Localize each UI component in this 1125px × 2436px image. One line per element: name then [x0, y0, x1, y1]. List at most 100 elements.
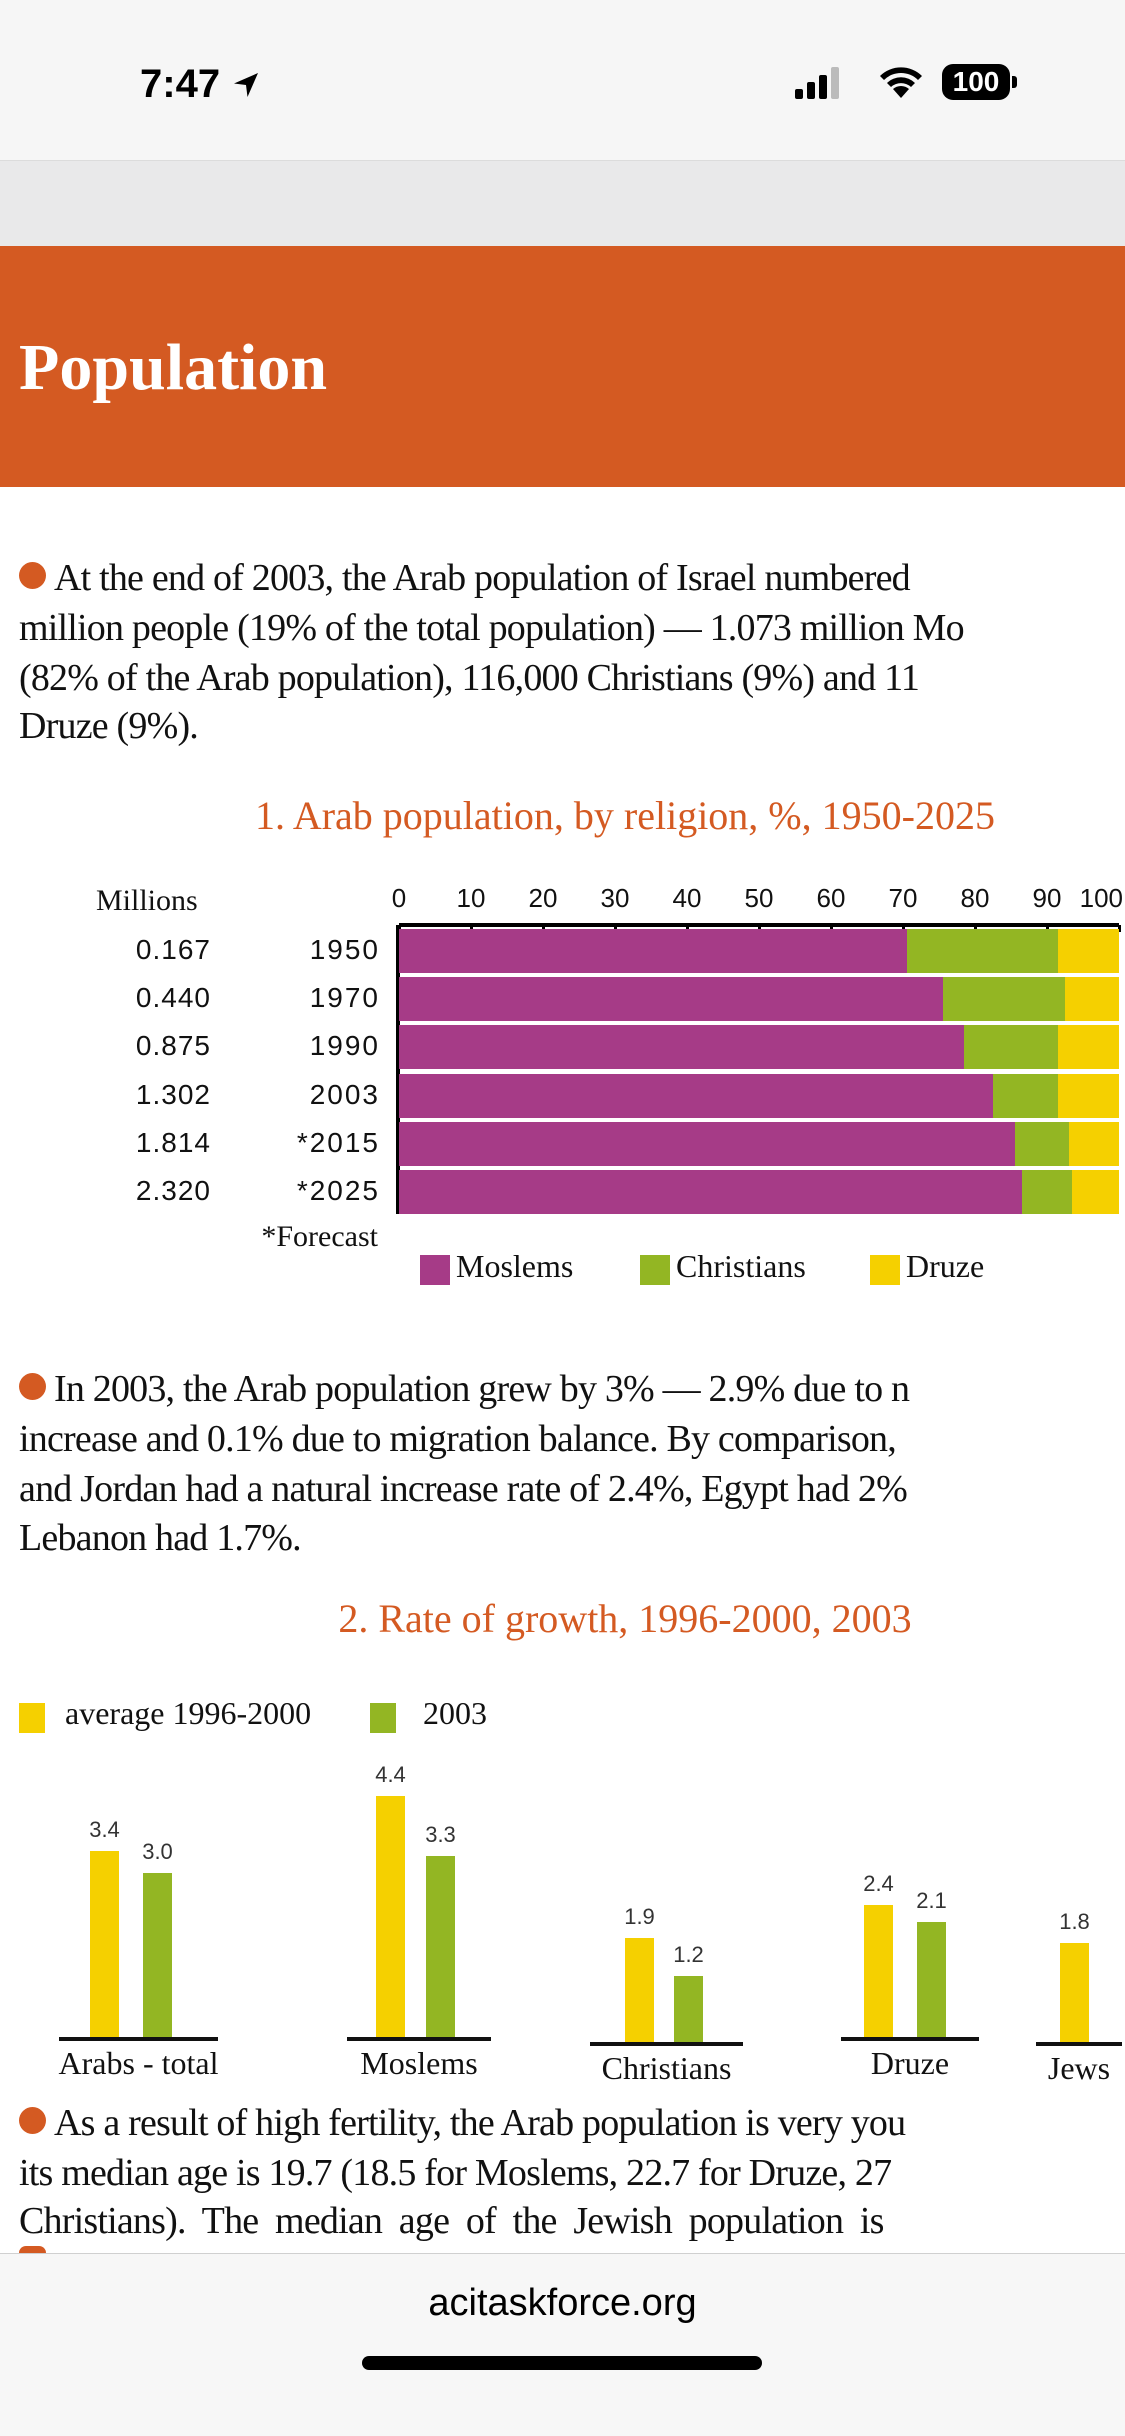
x-tick-mark: [1118, 925, 1121, 932]
bar-average: [864, 1905, 893, 2037]
baseline: [1036, 2042, 1122, 2046]
legend-swatch-christians: [640, 1255, 670, 1285]
bar-segment-druze: [1065, 977, 1119, 1022]
baseline: [347, 2037, 491, 2041]
chart1-title: 1. Arab population, by religion, %, 1950…: [255, 793, 995, 838]
bar-value-label: 3.3: [425, 1822, 456, 1848]
x-tick-label: 50: [744, 883, 774, 913]
page-title: Population: [19, 331, 328, 404]
text-line-row: At the end of 2003, the Arab population …: [19, 554, 1109, 602]
bar-2003: [917, 1921, 946, 2037]
x-tick-label: 100: [1079, 883, 1123, 913]
bar-segment-christians: [964, 1025, 1058, 1070]
x-tick-mark: [902, 925, 905, 932]
bullet-icon: [19, 1373, 46, 1400]
bar-value-label: 1.8: [1059, 1909, 1090, 1935]
baseline: [590, 2042, 743, 2046]
legend-swatch-2003: [370, 1703, 396, 1733]
bar-segment-christians: [993, 1073, 1058, 1118]
year-label: 2003: [309, 1078, 380, 1110]
time-text: 7:47: [140, 62, 221, 106]
section-header: [0, 246, 1125, 487]
browser-bottom-bar: [0, 2253, 1125, 2436]
bar-2003: [674, 1976, 703, 2042]
x-tick-mark: [542, 925, 545, 932]
bar-value-label: 1.2: [673, 1942, 704, 1968]
x-tick-label: 80: [960, 883, 990, 913]
text-line: Christians). The median age of the Jewis…: [19, 2200, 884, 2242]
battery-cap: [1012, 76, 1017, 88]
bar-segment-druze: [1057, 1073, 1119, 1118]
bullet-icon: [19, 2246, 46, 2253]
x-tick-mark: [974, 925, 977, 932]
home-indicator[interactable]: [362, 2356, 762, 2370]
bar-value-label: 4.4: [375, 1761, 406, 1787]
bullet-icon: [19, 2107, 46, 2134]
bullet-icon: [19, 562, 46, 589]
x-tick-mark: [758, 925, 761, 932]
year-label: *2025: [296, 1175, 380, 1206]
x-tick-label: 70: [888, 883, 918, 913]
x-tick-label: 10: [456, 883, 486, 913]
text-line: and Jordan had a natural increase rate o…: [19, 1468, 908, 1510]
bar-average: [376, 1795, 405, 2037]
x-tick-label: 20: [528, 883, 558, 913]
x-tick-mark: [830, 925, 833, 932]
category-label: Christians: [601, 2050, 732, 2086]
x-tick-mark: [686, 925, 689, 932]
url-bar[interactable]: acitaskforce.org: [428, 2282, 697, 2324]
bar-value-label: 3.0: [142, 1838, 173, 1864]
x-tick-label: 40: [672, 883, 702, 913]
bar-value-label: 2.1: [916, 1887, 947, 1913]
x-tick-label: 90: [1032, 883, 1062, 913]
bar-segment-moslems: [399, 1121, 1015, 1166]
year-label: 1970: [309, 982, 380, 1014]
year-label: *2015: [296, 1126, 380, 1158]
year-label: 1990: [309, 1030, 380, 1062]
bar-segment-christians: [906, 929, 1058, 973]
millions-value: 1.814: [135, 1126, 211, 1158]
bar-average: [1060, 1943, 1089, 2042]
bar-segment-moslems: [399, 1073, 993, 1118]
text-line: Lebanon had 1.7%.: [19, 1517, 302, 1559]
bar-value-label: 2.4: [863, 1871, 894, 1897]
legend-label: average 1996-2000: [65, 1695, 312, 1731]
status-time: 7:47: [140, 62, 261, 107]
bar-average: [90, 1850, 119, 2037]
text-line: its median age is 19.7 (18.5 for Moslems…: [19, 2152, 892, 2194]
bar-segment-druze: [1057, 929, 1119, 973]
wifi-icon: [880, 67, 922, 98]
text-line: At the end of 2003, the Arab population …: [54, 557, 911, 599]
battery-icon: 100: [942, 64, 1010, 100]
chart2-title: 2. Rate of growth, 1996-2000, 2003: [338, 1596, 912, 1641]
millions-label: Millions: [96, 884, 198, 917]
x-tick-label: 0: [391, 883, 407, 913]
x-tick-mark: [470, 925, 473, 932]
text-line: million people (19% of the total populat…: [19, 607, 965, 649]
bar-segment-christians: [942, 977, 1065, 1022]
x-tick-mark: [398, 925, 401, 932]
bar-value-label: 3.4: [89, 1816, 120, 1842]
millions-value: 1.302: [135, 1078, 211, 1110]
y-axis-line: [396, 925, 400, 1215]
legend-label: Moslems: [456, 1248, 574, 1284]
bar-segment-moslems: [399, 929, 907, 973]
legend-swatch-druze: [870, 1255, 900, 1285]
legend-swatch-moslems: [420, 1255, 450, 1285]
text-line: Druze (9%).: [19, 705, 199, 747]
forecast-footnote: *Forecast: [261, 1220, 378, 1253]
bar-segment-moslems: [399, 1025, 965, 1070]
text-line: In 2003, the Arab population grew by 3% …: [54, 1368, 910, 1410]
category-label: Jews: [1047, 2050, 1111, 2086]
bar-average: [625, 1937, 654, 2042]
baseline: [841, 2037, 979, 2041]
text-line: As a result of high fertility, the Arab …: [54, 2102, 906, 2144]
category-label: Arabs - total: [58, 2045, 219, 2081]
x-tick-mark: [614, 925, 617, 932]
x-tick-label: 30: [600, 883, 630, 913]
bar-segment-druze: [1068, 1121, 1119, 1166]
location-arrow-icon: [234, 73, 259, 97]
year-label: 1950: [309, 934, 380, 965]
bar-segment-moslems: [399, 1170, 1022, 1214]
millions-value: 2.320: [135, 1175, 211, 1206]
